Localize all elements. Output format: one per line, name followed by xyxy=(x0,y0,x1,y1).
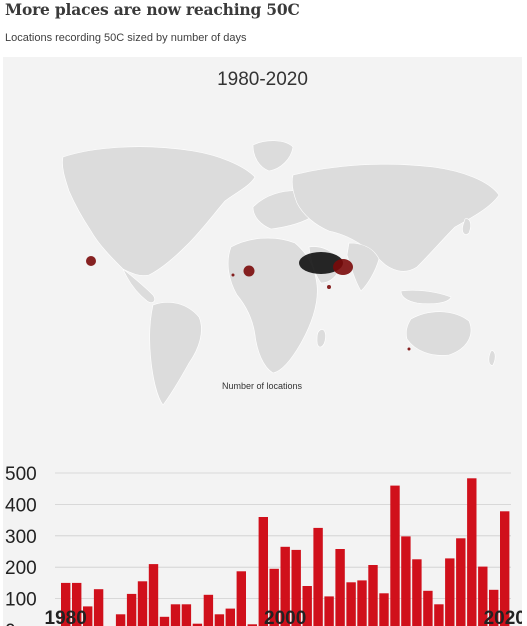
hotspot-pakistan xyxy=(333,259,353,275)
bar-1992 xyxy=(192,623,203,626)
bar-2002 xyxy=(302,586,312,626)
landmass-new-zealand xyxy=(488,350,496,366)
bar-2016 xyxy=(456,538,466,626)
bar-1989 xyxy=(159,616,170,626)
bar-2017 xyxy=(467,478,477,626)
bar-2005 xyxy=(335,549,345,626)
landmass-central-america xyxy=(122,268,155,303)
landmass-australia xyxy=(405,311,472,356)
bar-2020 xyxy=(500,511,510,626)
bar-1981 xyxy=(72,582,82,626)
landmass-greenland xyxy=(252,140,294,172)
y-tick-label: 100 xyxy=(5,590,37,611)
bar-2012 xyxy=(412,559,422,626)
bar-2011 xyxy=(401,536,411,626)
hotspot-california xyxy=(86,256,96,266)
hotspots xyxy=(86,252,411,351)
graphic-panel: 1980-2020 xyxy=(3,57,522,626)
bar-1998 xyxy=(258,517,268,626)
bar-1990 xyxy=(170,604,181,626)
locations-bar-chart: Number of locations 0 100 200 300 400 500 198… xyxy=(5,381,522,626)
bar-1993 xyxy=(203,594,214,626)
y-tick-label: 0 xyxy=(5,621,16,626)
hotspot-algeria xyxy=(243,265,255,277)
hotspot-middle-east xyxy=(299,252,343,274)
x-tick-label: 2020 xyxy=(484,608,522,626)
period-label: 1980-2020 xyxy=(217,69,308,90)
landmass-south-america xyxy=(149,302,202,406)
landmass-japan xyxy=(462,218,471,235)
bar-2006 xyxy=(346,582,356,626)
bar-2008 xyxy=(368,565,378,626)
bar-1996 xyxy=(236,571,246,626)
bar-2007 xyxy=(357,580,367,626)
bar-1991 xyxy=(181,604,192,626)
bar-1999 xyxy=(269,568,279,626)
bar-1988 xyxy=(148,564,159,626)
bar-2018 xyxy=(478,566,488,626)
y-tick-label: 500 xyxy=(5,464,37,485)
bar-2019 xyxy=(489,589,499,626)
bar-1982 xyxy=(83,606,93,626)
world-map xyxy=(62,140,500,406)
bar-2001 xyxy=(291,549,301,626)
bar-1987 xyxy=(137,581,148,626)
bar-1995 xyxy=(225,608,235,626)
bar-2010 xyxy=(390,485,400,626)
chart-title: Number of locations xyxy=(222,381,303,391)
bar-1997 xyxy=(247,624,257,626)
bar-2014 xyxy=(434,604,444,626)
bar-2015 xyxy=(445,558,455,626)
landmass-north-america xyxy=(62,146,256,276)
hotspot-gulf xyxy=(327,285,331,289)
landmass-asia xyxy=(291,163,500,272)
bar-1983 xyxy=(93,589,104,626)
landmass-madagascar xyxy=(316,329,326,348)
hotspot-australia xyxy=(407,347,411,351)
bar-2009 xyxy=(379,593,389,626)
chart-headline: More places are now reaching 50C xyxy=(5,0,300,19)
bars xyxy=(61,478,510,626)
landmass-indonesia xyxy=(400,289,452,305)
bar-2000 xyxy=(280,546,290,626)
land-masses xyxy=(62,140,500,406)
chart-subtitle: Locations recording 50C sized by number … xyxy=(5,32,247,44)
bar-1994 xyxy=(214,614,225,626)
y-tick-label: 400 xyxy=(5,495,37,516)
y-tick-label: 300 xyxy=(5,527,37,548)
y-tick-label: 200 xyxy=(5,558,37,579)
bar-1980 xyxy=(61,582,71,626)
x-tick-labels: 1980 2000 2020 xyxy=(45,608,522,626)
bar-2003 xyxy=(313,527,323,626)
hotspot-west-africa xyxy=(231,273,235,277)
y-tick-labels: 0 100 200 300 400 500 xyxy=(5,464,37,626)
bar-2004 xyxy=(324,596,334,626)
x-tick-label: 1980 xyxy=(45,608,87,626)
x-tick-label: 2000 xyxy=(264,608,306,626)
bar-1985 xyxy=(115,614,126,626)
bar-1986 xyxy=(126,593,137,626)
bar-2013 xyxy=(423,590,433,626)
